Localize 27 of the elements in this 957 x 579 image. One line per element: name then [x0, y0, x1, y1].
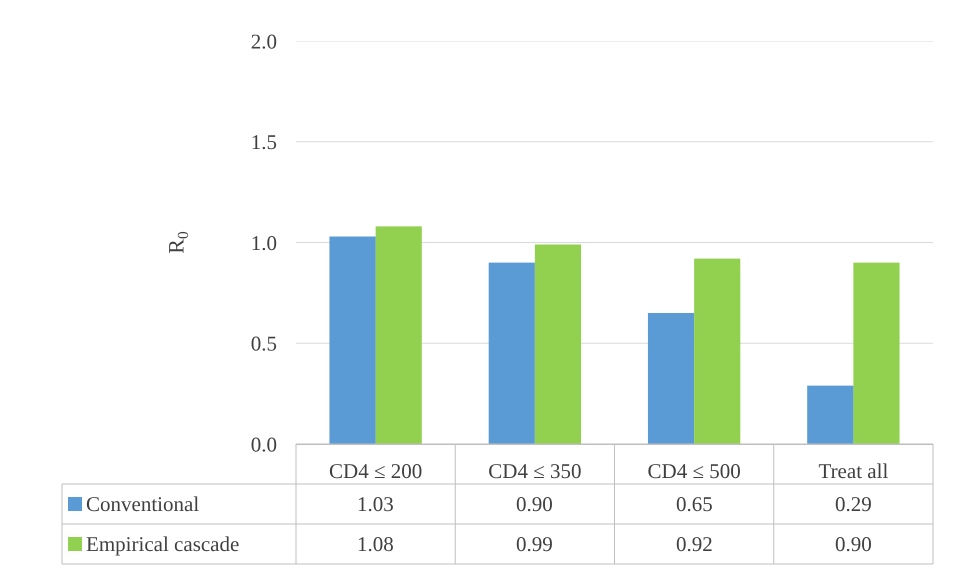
x-tick-label: CD4 ≤ 350: [488, 459, 582, 484]
y-tick-label: 2.0: [250, 29, 277, 54]
bar: [329, 236, 376, 444]
y-tick-label: 1.5: [250, 130, 277, 154]
x-tick-label: CD4 ≤ 500: [648, 459, 741, 484]
y-tick-label: 0.0: [250, 432, 277, 456]
bar: [376, 226, 422, 444]
bar: [807, 386, 854, 444]
data-label: 0.92: [676, 532, 713, 556]
bar: [853, 262, 900, 444]
bar: [694, 258, 740, 444]
data-label: 0.90: [835, 532, 872, 556]
y-tick-label: 1.0: [250, 230, 277, 255]
data-label: 1.08: [357, 532, 394, 556]
data-label: 1.03: [357, 492, 394, 516]
data-label: 0.90: [516, 492, 553, 516]
bar: [488, 262, 535, 444]
bar: [648, 313, 694, 444]
legend-label: Conventional: [86, 492, 200, 516]
bar: [534, 244, 582, 444]
x-tick-label: CD4 ≤ 200: [329, 459, 422, 484]
data-label: 0.29: [835, 492, 872, 516]
x-tick-label: Treat all: [818, 459, 888, 484]
legend-label: Empirical cascade: [86, 532, 240, 556]
data-label: 0.99: [516, 532, 553, 556]
data-label: 0.65: [676, 492, 713, 516]
y-tick-label: 0.5: [250, 332, 277, 356]
